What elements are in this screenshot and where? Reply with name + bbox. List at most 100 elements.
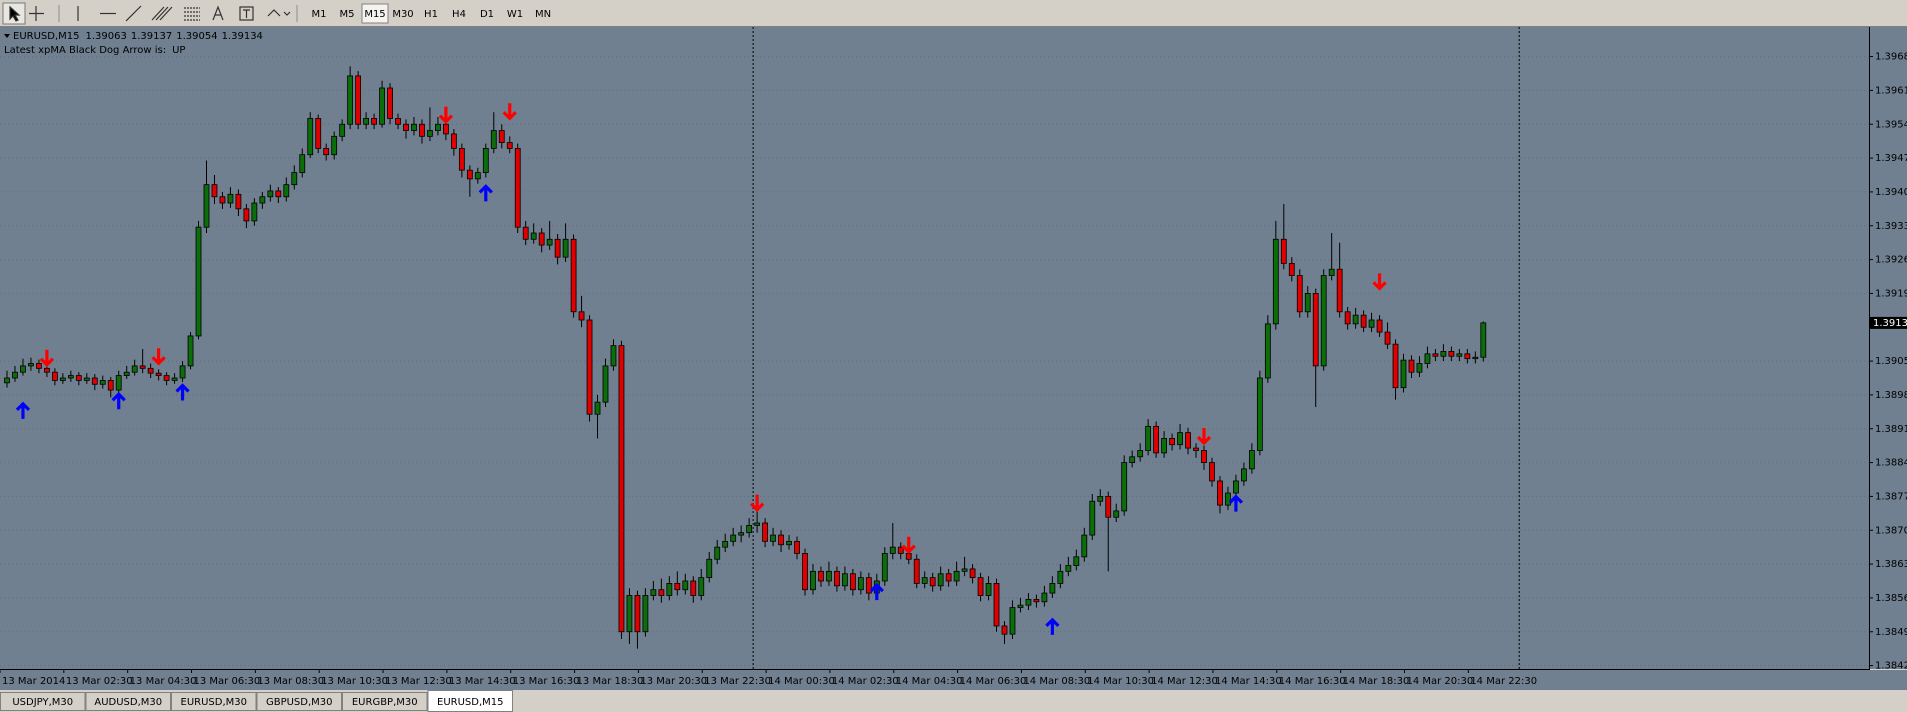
tab-label[interactable]: AUDUSD,M30 [94, 697, 162, 708]
candle-body [1145, 425, 1152, 451]
close: 1.39134 [222, 31, 263, 42]
timeframe-label[interactable]: W1 [507, 9, 523, 20]
candle-body [578, 311, 585, 321]
down-arrow [1196, 428, 1212, 446]
candle-body [307, 118, 314, 156]
timeframe-button[interactable] [418, 4, 444, 23]
x-tick-label: 13 Mar 10:30 [321, 676, 388, 687]
crosshair-icon[interactable] [29, 6, 44, 21]
candle-body [586, 319, 593, 415]
x-tick-label: 14 Mar 22:30 [1470, 676, 1537, 687]
candle-body [83, 377, 90, 381]
symbol: EURUSD,M15 [13, 31, 79, 42]
down-arrow [151, 348, 166, 366]
current-price-box [1870, 316, 1907, 329]
candle-body [355, 75, 362, 125]
candle-body [1073, 556, 1080, 566]
candle-body [51, 371, 58, 381]
y-tick-label: 1.38635 [1875, 559, 1907, 570]
timeframe-button[interactable] [334, 4, 360, 23]
fibo-icon[interactable] [184, 7, 200, 21]
candle-body [474, 172, 481, 180]
down-arrow [901, 536, 916, 555]
candle-body [291, 172, 298, 186]
candle-body [1097, 496, 1104, 502]
candle-body [738, 532, 745, 536]
tab-label[interactable]: EURUSD,M30 [181, 697, 247, 708]
tab-label[interactable]: GBPUSD,M30 [266, 697, 333, 708]
timeframe-button[interactable] [361, 3, 389, 24]
down-arrow [39, 349, 55, 367]
tab-label[interactable]: USDJPY,M30 [12, 697, 73, 708]
timeframe-label[interactable]: D1 [480, 9, 494, 20]
candle-body [594, 401, 601, 415]
open: 1.39063 [85, 31, 126, 42]
candle-body [1464, 353, 1471, 360]
timeframe-button[interactable] [306, 4, 332, 23]
timeframe-button[interactable] [390, 4, 416, 23]
candle-body [1480, 322, 1487, 358]
y-tick-label: 1.39615 [1875, 85, 1907, 96]
x-tick-label: 14 Mar 02:30 [832, 676, 899, 687]
timeframe-label[interactable]: MN [535, 9, 551, 20]
channel-icon[interactable] [151, 6, 173, 21]
candle-body [1009, 607, 1016, 635]
timeframe-label[interactable]: H1 [424, 9, 438, 20]
candle-body [482, 148, 489, 173]
candle-body [1193, 447, 1199, 451]
text-icon[interactable] [212, 5, 224, 21]
candle-body [1272, 238, 1279, 325]
timeframe-button[interactable] [502, 4, 528, 23]
candle-body [889, 546, 896, 554]
candle-body [179, 365, 186, 379]
tab[interactable] [256, 692, 342, 711]
candle-body [4, 377, 10, 384]
candle-body [450, 133, 457, 149]
candle-body [379, 87, 385, 125]
high: 1.39137 [131, 31, 172, 42]
collapse-triangle[interactable] [4, 34, 10, 38]
timeframe-button[interactable] [446, 4, 472, 23]
candle-body [1225, 492, 1231, 506]
candle-body [1256, 377, 1263, 451]
candle-body [1304, 293, 1311, 313]
y-tick-label: 1.39685 [1875, 52, 1907, 63]
x-tick-label: 14 Mar 18:30 [1343, 676, 1410, 687]
candle-body [810, 570, 816, 591]
trendline-icon[interactable] [125, 5, 142, 22]
candle-body [650, 589, 657, 596]
x-tick-label: 13 Mar 18:30 [577, 676, 644, 687]
candle-body [1456, 353, 1463, 357]
timeframe-button[interactable] [474, 4, 500, 23]
candle-body [1264, 323, 1271, 379]
candle-body [323, 148, 330, 156]
tab[interactable] [85, 692, 171, 711]
candle-body [714, 546, 721, 560]
timeframe-label[interactable]: M30 [392, 9, 413, 20]
y-tick-label: 1.39405 [1875, 187, 1907, 198]
candle-body [969, 568, 976, 579]
tab[interactable] [0, 692, 86, 711]
tab-label[interactable]: EURGBP,M30 [352, 697, 418, 708]
candle-body [315, 118, 322, 149]
candle-body [403, 123, 409, 131]
candle-body [1352, 314, 1359, 325]
tab[interactable] [171, 692, 257, 711]
label-icon[interactable] [239, 6, 254, 21]
candle-body [754, 522, 761, 526]
candle-body [1440, 351, 1447, 357]
candle-body [818, 570, 824, 582]
candle-body [929, 577, 936, 587]
timeframe-label[interactable]: H4 [452, 9, 466, 20]
timeframe-button[interactable] [530, 4, 556, 23]
timeframe-label[interactable]: M15 [364, 9, 385, 20]
arrows-icon[interactable] [267, 9, 291, 17]
candle-body [36, 363, 42, 369]
timeframe-label[interactable]: M1 [312, 9, 327, 20]
tab-label[interactable]: EURUSD,M15 [437, 697, 503, 708]
tab[interactable] [342, 692, 428, 711]
candle-body [849, 573, 856, 591]
timeframe-label[interactable]: M5 [340, 9, 355, 20]
candle-body [514, 148, 521, 228]
